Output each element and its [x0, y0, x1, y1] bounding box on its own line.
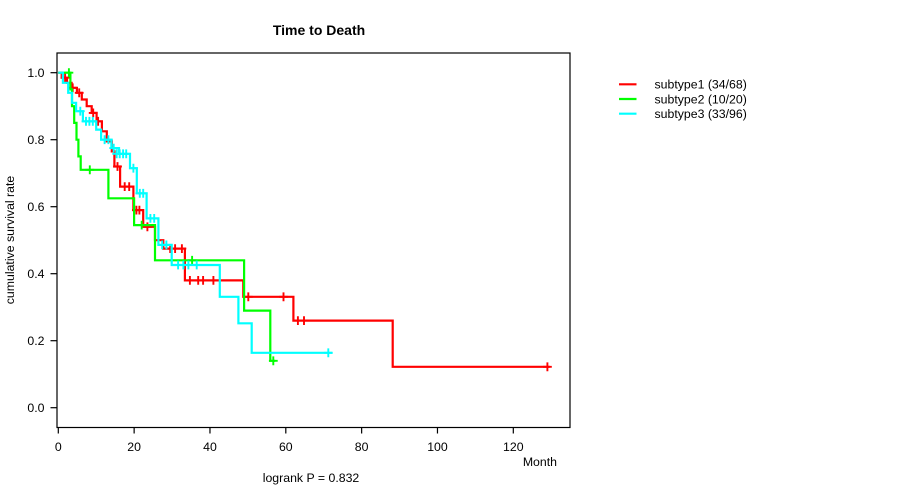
censor-mark — [177, 244, 187, 253]
censor-mark — [137, 220, 147, 230]
y-tick-label: 0.2 — [27, 334, 44, 348]
legend-item-3: subtype3 (33/96) — [619, 107, 747, 121]
x-tick-label: 60 — [279, 440, 293, 454]
censor-mark — [198, 276, 208, 285]
censor-mark — [543, 362, 552, 372]
x-tick-label: 0 — [55, 440, 62, 454]
censor-mark — [104, 135, 113, 145]
censor-mark — [85, 165, 95, 175]
y-tick-label: 0.8 — [27, 133, 44, 147]
censor-mark — [299, 316, 309, 325]
censor-mark — [184, 260, 193, 270]
censor-mark — [129, 163, 138, 173]
censor-mark — [75, 106, 85, 116]
series-1 — [58, 71, 552, 372]
censor-mark — [162, 240, 171, 250]
x-axis-unit-label: Month — [523, 455, 557, 469]
x-tick-label: 20 — [127, 440, 141, 454]
censor-mark — [135, 205, 144, 215]
censor-mark — [209, 276, 218, 285]
y-axis-label: cumulative survival rate — [3, 176, 17, 305]
y-tick-label: 1.0 — [27, 66, 44, 80]
censor-mark — [192, 260, 202, 270]
y-tick-label: 0.6 — [27, 200, 44, 214]
legend-label: subtype3 (33/96) — [655, 107, 747, 121]
censor-mark — [109, 143, 119, 153]
x-tick-label: 100 — [427, 440, 448, 454]
censor-mark — [149, 214, 159, 223]
legend-label: subtype1 (34/68) — [655, 78, 747, 92]
censor-mark — [88, 116, 98, 126]
censor-mark — [187, 255, 197, 265]
survival-curve-2 — [58, 71, 276, 362]
censor-mark — [185, 276, 195, 285]
censor-mark — [138, 188, 148, 198]
x-tick-label: 40 — [203, 440, 217, 454]
censor-mark — [113, 162, 122, 171]
series-3 — [58, 71, 333, 358]
censor-mark — [74, 88, 84, 98]
plot-frame — [56, 52, 571, 429]
y-tick-label: 0.4 — [27, 267, 44, 281]
censor-mark — [88, 108, 98, 118]
legend-label: subtype2 (10/20) — [655, 92, 747, 106]
y-axis: 0.0 0.2 0.4 0.6 0.8 1.0 — [27, 66, 57, 415]
y-tick-label: 0.0 — [27, 401, 44, 415]
censor-mark — [64, 68, 74, 78]
legend: subtype1 (34/68)subtype2 (10/20)subtype3… — [619, 78, 747, 121]
legend-item-2: subtype2 (10/20) — [619, 92, 747, 106]
censor-mark — [323, 348, 333, 358]
plot-area: 0 20 40 60 80 100 120 0.0 0.2 0.4 0.6 0.8 1.0 — [27, 52, 571, 454]
censor-mark — [143, 222, 152, 232]
logrank-p-text: logrank P = 0.832 — [263, 471, 360, 485]
x-tick-label: 120 — [503, 440, 524, 454]
censor-mark — [268, 356, 278, 366]
x-tick-label: 80 — [355, 440, 369, 454]
legend-item-1: subtype1 (34/68) — [619, 78, 747, 92]
censor-mark — [243, 292, 253, 302]
x-axis: 0 20 40 60 80 100 120 — [55, 427, 524, 454]
censor-mark — [121, 149, 131, 159]
survival-curve-3 — [58, 71, 333, 354]
censor-mark — [279, 292, 288, 302]
chart-title: Time to Death — [273, 22, 365, 38]
censor-mark — [124, 182, 134, 191]
